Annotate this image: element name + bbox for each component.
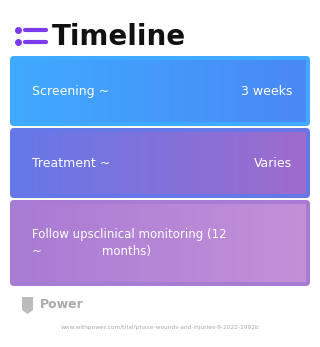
Text: Timeline: Timeline bbox=[52, 23, 186, 51]
PathPatch shape bbox=[22, 297, 33, 314]
Text: www.withpower.com/trial/phase-wounds-and-injuries-9-2022-1992b: www.withpower.com/trial/phase-wounds-and… bbox=[60, 324, 260, 330]
Text: Follow upsclinical monitoring (12: Follow upsclinical monitoring (12 bbox=[32, 228, 227, 240]
FancyBboxPatch shape bbox=[10, 128, 310, 198]
FancyBboxPatch shape bbox=[10, 56, 310, 126]
Text: 3 weeks: 3 weeks bbox=[241, 85, 292, 98]
Text: Screening ~: Screening ~ bbox=[32, 85, 109, 98]
FancyBboxPatch shape bbox=[10, 200, 310, 286]
Text: Power: Power bbox=[40, 298, 84, 312]
Text: Varies: Varies bbox=[254, 156, 292, 169]
Text: Treatment ~: Treatment ~ bbox=[32, 156, 110, 169]
Text: ~                months): ~ months) bbox=[32, 245, 151, 259]
